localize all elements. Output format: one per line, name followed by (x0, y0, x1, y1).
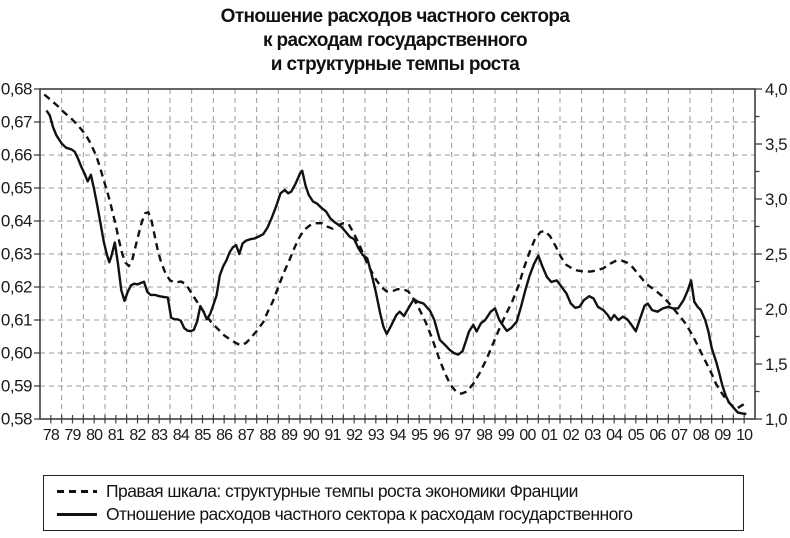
legend-item-right-scale: Правая шкала: структурные темпы роста эк… (57, 480, 743, 503)
x-axis-tick-label: 92 (346, 427, 363, 444)
x-axis-tick-label: 78 (43, 427, 60, 444)
right-axis-tick-label: 2,0 (765, 300, 787, 319)
x-axis-tick-label: 79 (64, 427, 81, 444)
x-axis-tick-label: 86 (216, 427, 233, 444)
x-axis-tick-label: 80 (86, 427, 103, 444)
legend: Правая шкала: структурные темпы роста эк… (43, 475, 744, 531)
x-axis-tick-label: 09 (714, 427, 731, 444)
x-axis-tick-label: 97 (454, 427, 471, 444)
right-axis-tick-label: 2,5 (765, 245, 787, 264)
chart-title-line: и структурные темпы роста (270, 54, 520, 75)
legend-label: Отношение расходов частного сектора к ра… (106, 504, 633, 524)
x-axis-tick-label: 88 (259, 427, 276, 444)
x-axis-tick-label: 84 (173, 427, 190, 444)
left-axis-tick-label: 0,60 (1, 344, 32, 363)
chart-title-line: Отношение расходов частного сектора (220, 6, 570, 27)
x-axis-tick-label: 83 (151, 427, 168, 444)
x-axis-tick-label: 99 (498, 427, 515, 444)
x-axis-tick-label: 10 (736, 427, 753, 444)
left-axis-tick-label: 0,65 (1, 179, 32, 198)
x-axis-tick-label: 90 (303, 427, 320, 444)
x-axis-tick-label: 08 (693, 427, 710, 444)
right-axis-tick-label: 4,0 (765, 80, 787, 99)
x-axis-tick-label: 04 (606, 427, 623, 444)
x-axis-tick-label: 87 (238, 427, 255, 444)
legend-item-ratio: Отношение расходов частного сектора к ра… (57, 503, 743, 526)
x-axis-tick-label: 94 (389, 427, 406, 444)
x-axis-tick-label: 89 (281, 427, 298, 444)
x-axis-tick-label: 03 (584, 427, 601, 444)
chart-title: Отношение расходов частного сектора к ра… (0, 5, 790, 77)
x-axis-tick-label: 06 (649, 427, 666, 444)
x-axis-tick-label: 93 (368, 427, 385, 444)
x-axis-tick-label: 85 (194, 427, 211, 444)
x-axis-tick-label: 01 (541, 427, 558, 444)
x-axis-tick-label: 82 (129, 427, 146, 444)
x-axis-tick-label: 02 (563, 427, 580, 444)
x-axis-tick-label: 07 (671, 427, 688, 444)
dashed-line-icon (57, 490, 97, 493)
left-axis-tick-label: 0,59 (1, 377, 32, 396)
chart-canvas: 0,68 0,67 0,66 0,65 0,64 0,63 0,62 0,61 0,60 0,59… (1, 80, 788, 445)
right-axis-tick-label: 3,5 (765, 135, 787, 154)
left-axis-tick-label: 0,63 (1, 245, 32, 264)
left-axis-tick-label: 0,61 (1, 311, 32, 330)
x-axis-tick-label: 91 (324, 427, 341, 444)
chart-title-line: к расходам государственного (262, 30, 528, 51)
left-axis-tick-label: 0,67 (1, 113, 32, 132)
x-axis-tick-label: 81 (108, 427, 125, 444)
x-axis-tick-label: 00 (519, 427, 536, 444)
right-axis-tick-label: 3,0 (765, 190, 787, 209)
right-axis-tick-label: 1,0 (765, 410, 787, 429)
left-axis-tick-label: 0,68 (1, 80, 32, 99)
right-axis-tick-label: 1,5 (765, 355, 787, 374)
solid-line-icon (57, 513, 97, 516)
x-axis-tick-label: 95 (411, 427, 428, 444)
left-axis-tick-label: 0,66 (1, 146, 32, 165)
x-axis-tick-label: 05 (628, 427, 645, 444)
left-axis-tick-label: 0,58 (1, 410, 32, 429)
x-axis-tick-label: 96 (433, 427, 450, 444)
series-right-scale-dashed (43, 93, 747, 410)
left-axis-tick-label: 0,64 (1, 212, 32, 231)
left-axis-tick-label: 0,62 (1, 278, 32, 297)
legend-label: Правая шкала: структурные темпы роста эк… (106, 481, 578, 501)
series-ratio-solid (45, 109, 747, 416)
x-axis-tick-label: 98 (476, 427, 493, 444)
